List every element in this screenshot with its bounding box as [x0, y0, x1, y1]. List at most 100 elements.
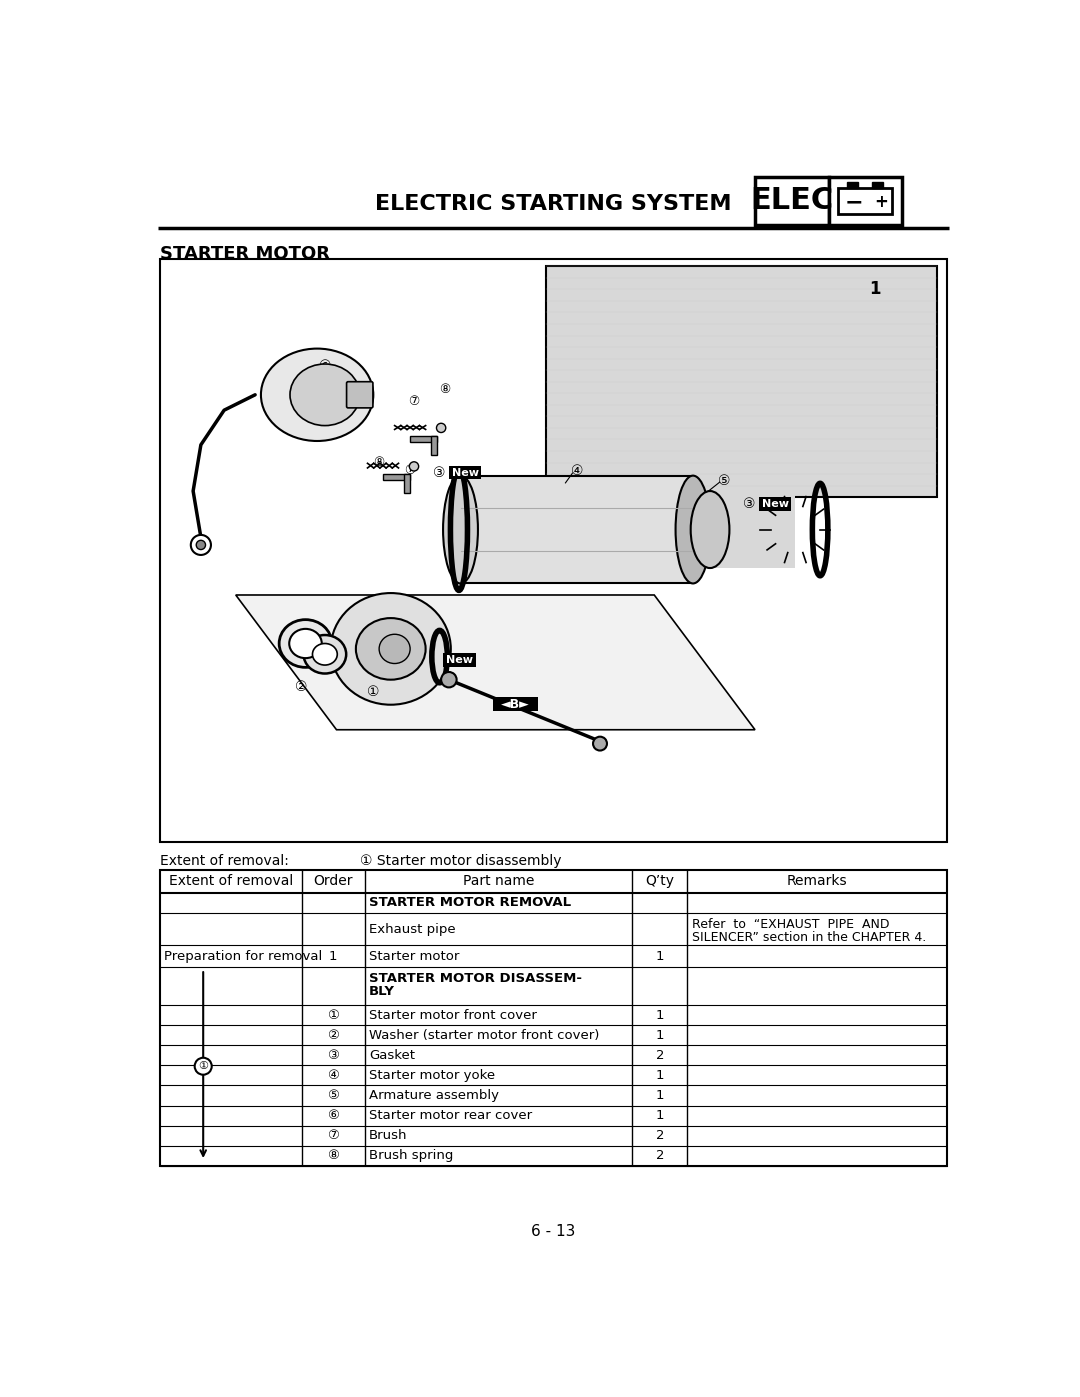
Ellipse shape: [379, 634, 410, 664]
Text: ELECTRIC STARTING SYSTEM: ELECTRIC STARTING SYSTEM: [375, 194, 732, 214]
Bar: [494, 697, 538, 711]
Text: ③: ③: [327, 1049, 339, 1062]
Text: New: New: [451, 468, 478, 478]
Text: SILENCER” section in the CHAPTER 4.: SILENCER” section in the CHAPTER 4.: [692, 930, 927, 944]
Ellipse shape: [279, 620, 332, 668]
Text: Refer  to  “EXHAUST  PIPE  AND: Refer to “EXHAUST PIPE AND: [692, 918, 890, 930]
Text: ◄B►: ◄B►: [501, 698, 530, 711]
Text: ①: ①: [367, 685, 380, 698]
Bar: [828, 177, 902, 225]
Text: Q’ty: Q’ty: [645, 875, 674, 888]
Text: +: +: [875, 193, 889, 211]
Text: Gasket: Gasket: [369, 1049, 415, 1062]
Ellipse shape: [261, 349, 374, 441]
Bar: [404, 474, 410, 493]
Text: New: New: [446, 655, 473, 665]
Circle shape: [191, 535, 211, 555]
Bar: [759, 497, 792, 511]
Circle shape: [436, 423, 446, 433]
Text: ⑧: ⑧: [374, 457, 384, 469]
Ellipse shape: [330, 594, 450, 704]
Ellipse shape: [443, 475, 478, 584]
Text: Part name: Part name: [462, 875, 535, 888]
Bar: [545, 267, 937, 497]
Bar: [160, 258, 947, 842]
Text: ⑦: ⑦: [408, 395, 420, 408]
Text: ①: ①: [327, 1009, 339, 1023]
Bar: [460, 475, 693, 584]
Circle shape: [409, 462, 419, 471]
Text: ⑧: ⑧: [327, 1150, 339, 1162]
Ellipse shape: [312, 644, 337, 665]
Bar: [847, 182, 859, 189]
Text: 1: 1: [656, 950, 664, 963]
Text: ②: ②: [327, 1030, 339, 1042]
Bar: [160, 870, 947, 1165]
Text: ③: ③: [743, 497, 755, 511]
Bar: [755, 177, 828, 225]
Bar: [872, 182, 882, 189]
Text: 1: 1: [656, 1069, 664, 1081]
Text: 2: 2: [656, 1049, 664, 1062]
Ellipse shape: [289, 629, 322, 658]
Text: ① Starter motor disassembly: ① Starter motor disassembly: [360, 855, 562, 869]
Text: ③: ③: [432, 465, 445, 479]
Text: BLY: BLY: [369, 985, 395, 997]
Text: 1: 1: [656, 1009, 664, 1023]
Text: Starter motor front cover: Starter motor front cover: [369, 1009, 537, 1023]
Ellipse shape: [356, 617, 426, 680]
Bar: [410, 436, 437, 441]
Text: ⑦: ⑦: [405, 464, 416, 478]
Circle shape: [441, 672, 457, 687]
Ellipse shape: [303, 636, 347, 673]
Text: ⑤: ⑤: [327, 1090, 339, 1102]
Text: Order: Order: [313, 875, 353, 888]
Text: ⑧: ⑧: [440, 383, 450, 397]
Text: Washer (starter motor front cover): Washer (starter motor front cover): [369, 1030, 599, 1042]
Text: Starter motor: Starter motor: [369, 950, 460, 963]
Text: Preparation for removal: Preparation for removal: [164, 950, 323, 963]
Circle shape: [593, 736, 607, 750]
Text: 1: 1: [656, 1030, 664, 1042]
Text: Exhaust pipe: Exhaust pipe: [369, 922, 456, 936]
Text: Extent of removal: Extent of removal: [168, 875, 293, 888]
Text: 1: 1: [328, 950, 337, 963]
Text: 6 - 13: 6 - 13: [531, 1224, 576, 1239]
Circle shape: [197, 541, 205, 549]
Text: ⑦: ⑦: [327, 1129, 339, 1141]
Text: Brush spring: Brush spring: [369, 1150, 454, 1162]
Text: Brush: Brush: [369, 1129, 407, 1141]
Text: 2: 2: [656, 1150, 664, 1162]
Text: Starter motor yoke: Starter motor yoke: [369, 1069, 496, 1081]
FancyBboxPatch shape: [347, 381, 373, 408]
Bar: [449, 465, 482, 479]
Text: Starter motor rear cover: Starter motor rear cover: [369, 1109, 532, 1122]
Bar: [838, 187, 892, 214]
Bar: [710, 490, 795, 569]
Text: New: New: [761, 499, 788, 509]
Ellipse shape: [291, 365, 360, 426]
Text: ④: ④: [570, 464, 583, 478]
Text: −: −: [845, 193, 864, 212]
Text: 1: 1: [656, 1090, 664, 1102]
Text: 2: 2: [656, 1129, 664, 1141]
Text: STARTER MOTOR DISASSEM-: STARTER MOTOR DISASSEM-: [369, 971, 582, 985]
Text: ⑥: ⑥: [319, 359, 332, 373]
Text: Remarks: Remarks: [787, 875, 848, 888]
Bar: [383, 474, 410, 481]
Text: ⑥: ⑥: [327, 1109, 339, 1122]
Text: Extent of removal:: Extent of removal:: [160, 855, 288, 869]
Ellipse shape: [691, 490, 729, 569]
Text: ①: ①: [199, 1062, 208, 1071]
Bar: [431, 436, 437, 455]
Text: Armature assembly: Armature assembly: [369, 1090, 499, 1102]
Ellipse shape: [676, 475, 711, 584]
Text: ④: ④: [327, 1069, 339, 1081]
Polygon shape: [235, 595, 755, 729]
Circle shape: [194, 1058, 212, 1074]
Text: 1: 1: [869, 279, 881, 298]
Text: ②: ②: [295, 680, 308, 694]
Text: ⑤: ⑤: [718, 474, 730, 488]
Text: 1: 1: [656, 1109, 664, 1122]
Bar: [444, 652, 476, 666]
